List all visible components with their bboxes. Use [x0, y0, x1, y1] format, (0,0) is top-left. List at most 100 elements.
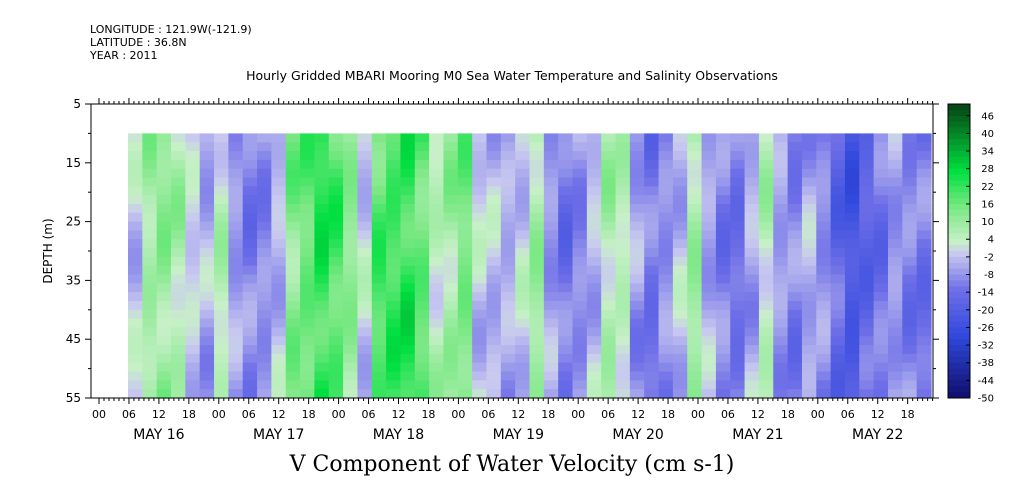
heatmap-cell	[300, 186, 316, 196]
heatmap-cell	[615, 256, 631, 267]
heatmap-cell	[271, 151, 287, 161]
heatmap-cell	[773, 274, 789, 284]
heatmap-cell	[443, 327, 459, 337]
heatmap-cell	[515, 345, 531, 355]
heatmap-cell	[271, 362, 287, 373]
heatmap-cell	[371, 309, 387, 320]
heatmap-cell	[400, 274, 416, 284]
heatmap-cell	[142, 142, 158, 152]
heatmap-cell	[443, 353, 459, 364]
x-hour-label: 18	[541, 408, 555, 421]
heatmap-cell	[386, 230, 402, 240]
heatmap-cell	[558, 248, 574, 258]
heatmap-cell	[758, 353, 774, 364]
heatmap-cell	[558, 353, 574, 364]
heatmap-cell	[414, 230, 430, 240]
heatmap-cell	[214, 248, 229, 258]
heatmap-cell	[486, 256, 502, 267]
x-hour-label: 06	[122, 408, 136, 421]
colorbar-segment	[948, 345, 970, 352]
heatmap-cell	[543, 336, 559, 346]
heatmap-cell	[844, 151, 860, 161]
colorbar-label: -50	[978, 394, 994, 405]
heatmap-cell	[773, 292, 789, 302]
heatmap-cell	[787, 309, 803, 320]
heatmap-cell	[687, 318, 703, 329]
heatmap-cell	[558, 239, 574, 249]
heatmap-cell	[472, 212, 488, 223]
heatmap-cell	[515, 256, 531, 267]
heatmap-cell	[543, 300, 559, 311]
heatmap-cell	[314, 177, 330, 187]
heatmap-cell	[199, 133, 215, 143]
heatmap-cell	[156, 327, 172, 337]
heatmap-cell	[500, 168, 516, 179]
heatmap-cell	[730, 221, 746, 232]
heatmap-cell	[572, 248, 588, 258]
heatmap-cell	[257, 159, 272, 170]
heatmap-cell	[257, 177, 272, 187]
heatmap-cell	[400, 318, 416, 329]
heatmap-cell	[902, 239, 918, 249]
heatmap-cell	[142, 230, 158, 240]
longitude-label: LONGITUDE : 121.9W(-121.9)	[90, 23, 252, 36]
heatmap-cell	[300, 309, 316, 320]
heatmap-cell	[500, 159, 516, 170]
x-hour-label: 00	[571, 408, 585, 421]
heatmap-cell	[787, 371, 803, 381]
heatmap-cell	[414, 371, 430, 381]
heatmap-cell	[529, 380, 545, 390]
heatmap-cell	[601, 230, 617, 240]
heatmap-cell	[558, 186, 574, 196]
heatmap-cell	[486, 203, 502, 214]
heatmap-cell	[859, 177, 875, 187]
heatmap-cell	[859, 283, 875, 293]
heatmap-cell	[658, 283, 674, 293]
heatmap-cell	[214, 230, 229, 240]
heatmap-cell	[801, 336, 817, 346]
heatmap-cell	[629, 256, 645, 267]
heatmap-cell	[529, 389, 545, 399]
heatmap-cell	[801, 309, 817, 320]
heatmap-cell	[142, 133, 158, 143]
heatmap-cell	[314, 221, 330, 232]
heatmap-cell	[543, 362, 559, 373]
heatmap-cell	[687, 186, 703, 196]
heatmap-cell	[486, 274, 502, 284]
heatmap-cell	[601, 133, 617, 143]
heatmap-cell	[844, 265, 860, 276]
heatmap-cell	[171, 380, 186, 390]
heatmap-cell	[386, 151, 402, 161]
heatmap-cell	[586, 265, 602, 276]
heatmap-cell	[859, 230, 875, 240]
heatmap-cell	[787, 389, 803, 399]
heatmap-cell	[873, 212, 889, 223]
heatmap-cell	[672, 265, 688, 276]
heatmap-cell	[773, 133, 789, 143]
heatmap-cell	[830, 318, 846, 329]
heatmap-cell	[873, 151, 889, 161]
heatmap-cell	[658, 159, 674, 170]
heatmap-cell	[285, 309, 301, 320]
heatmap-cell	[486, 292, 502, 302]
heatmap-cell	[658, 212, 674, 223]
heatmap-cell	[500, 133, 516, 143]
heatmap-cell	[486, 230, 502, 240]
heatmap-cell	[644, 195, 660, 205]
heatmap-cell	[314, 362, 330, 373]
heatmap-cell	[472, 221, 488, 232]
heatmap-cell	[744, 203, 760, 214]
heatmap-cell	[586, 256, 602, 267]
heatmap-cell	[701, 230, 717, 240]
heatmap-cell	[658, 248, 674, 258]
heatmap-cell	[859, 362, 875, 373]
heatmap-cell	[429, 239, 445, 249]
heatmap-cell	[859, 239, 875, 249]
heatmap-cell	[199, 256, 215, 267]
heatmap-cell	[199, 292, 215, 302]
heatmap-cell	[859, 327, 875, 337]
heatmap-cell	[701, 221, 717, 232]
heatmap-cell	[242, 221, 258, 232]
heatmap-cell	[859, 371, 875, 381]
